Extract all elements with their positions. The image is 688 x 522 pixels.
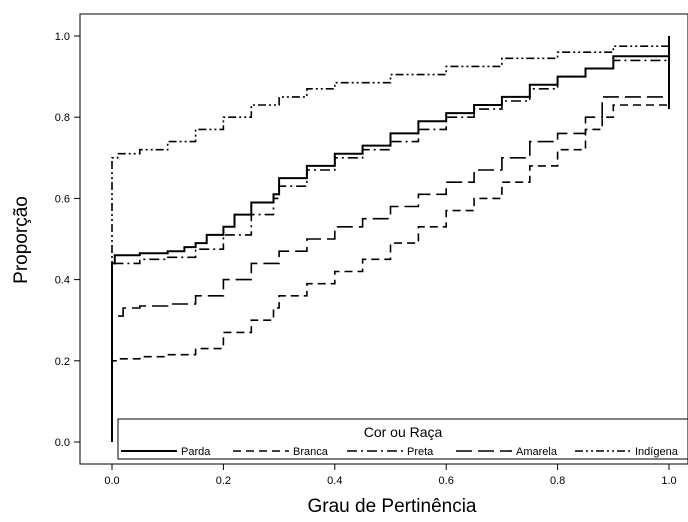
- legend-items: Parda Branca Preta Amarela Indígena: [121, 446, 679, 458]
- legend-item: Indígena: [575, 446, 679, 458]
- legend-item: Parda: [121, 446, 211, 458]
- legend-label: Indígena: [635, 446, 679, 458]
- legend-label: Preta: [407, 446, 434, 458]
- y-axis-title: Proporção: [11, 196, 32, 284]
- legend-label: Parda: [181, 446, 211, 458]
- legend-item: Amarela: [456, 446, 558, 458]
- x-tick-label: 0.8: [550, 475, 565, 487]
- y-tick-label: 0.2: [55, 356, 70, 368]
- y-tick-label: 0.6: [55, 193, 70, 205]
- series-line-amarela: [111, 96, 669, 442]
- series-line-indigena: [111, 44, 670, 442]
- series-layer: [111, 36, 670, 442]
- x-tick-label: 0.2: [216, 475, 231, 487]
- legend-title: Cor ou Raça: [364, 424, 443, 440]
- y-axis: 0.0 0.2 0.4 0.6 0.8 1.0: [55, 31, 80, 449]
- series-line-branca: [111, 101, 670, 442]
- x-axis: 0.0 0.2 0.4 0.6 0.8 1.0: [104, 464, 677, 487]
- y-tick-label: 0.0: [55, 437, 70, 449]
- x-tick-label: 1.0: [661, 475, 676, 487]
- y-tick-label: 0.4: [55, 275, 70, 287]
- legend-item: Preta: [347, 446, 434, 458]
- x-tick-label: 0.4: [327, 475, 342, 487]
- legend-label: Amarela: [516, 446, 558, 458]
- x-tick-label: 0.6: [439, 475, 454, 487]
- series-line-preta: [111, 59, 669, 442]
- legend-box: [117, 418, 688, 460]
- legend-item: Branca: [233, 446, 329, 458]
- x-tick-label: 0.0: [104, 475, 119, 487]
- legend: Cor ou Raça Parda Branca Preta Amarela Indíg…: [117, 418, 688, 460]
- x-axis-title: Grau de Pertinência: [308, 496, 477, 517]
- legend-label: Branca: [293, 446, 329, 458]
- y-tick-label: 1.0: [55, 31, 70, 43]
- plot-frame: [79, 13, 688, 465]
- y-tick-label: 0.8: [55, 112, 70, 124]
